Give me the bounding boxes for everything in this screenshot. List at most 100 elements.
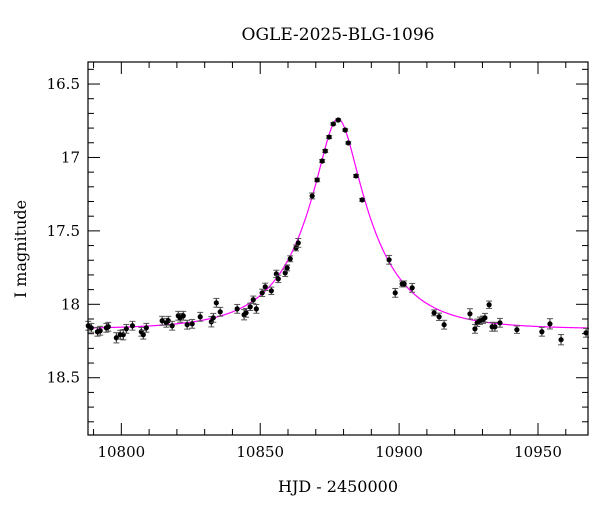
data-point [268, 286, 275, 295]
point-marker [431, 310, 437, 316]
data-point [330, 121, 337, 127]
point-marker [441, 322, 447, 328]
point-marker [282, 270, 288, 276]
data-point [197, 311, 204, 322]
data-point [210, 312, 217, 323]
point-marker [359, 197, 365, 203]
data-point [213, 297, 220, 308]
point-marker [547, 321, 553, 327]
data-point [250, 295, 257, 304]
point-marker [217, 309, 223, 315]
y-tick-label: 16.5 [47, 75, 80, 93]
data-point [431, 309, 438, 317]
data-point [491, 321, 498, 332]
point-marker [335, 117, 341, 123]
chart-title: OGLE-2025-BLG-1096 [242, 25, 435, 45]
data-point [538, 326, 545, 337]
data-point [120, 329, 127, 341]
data-point [262, 282, 269, 291]
data-point [129, 320, 136, 331]
point-marker [293, 245, 299, 251]
point-marker [353, 173, 359, 179]
point-marker [250, 297, 256, 303]
point-marker [105, 324, 111, 330]
point-marker [583, 330, 589, 336]
point-marker [123, 326, 129, 332]
data-point [322, 148, 329, 154]
data-point [259, 288, 266, 298]
point-marker [284, 265, 290, 271]
point-marker [143, 325, 149, 331]
data-point [471, 323, 478, 334]
axis-ticks: 10800 10850 10900 10950 16.5 17 17.5 18 18.5 [47, 62, 588, 461]
data-point [177, 312, 184, 323]
point-marker [436, 314, 442, 320]
point-marker [492, 324, 498, 330]
point-marker [309, 193, 315, 199]
data-point [234, 303, 241, 314]
data-point [401, 280, 408, 288]
point-marker [514, 327, 520, 333]
point-marker [319, 158, 325, 164]
data-point [253, 303, 260, 314]
point-marker [539, 329, 545, 335]
y-tick-label: 18 [61, 295, 80, 313]
data-point [342, 127, 349, 133]
point-marker [482, 315, 488, 321]
data-point [392, 287, 399, 298]
data-point [335, 117, 342, 123]
point-marker [97, 328, 103, 334]
data-point [143, 322, 150, 333]
point-marker [342, 127, 348, 133]
data-point [441, 319, 448, 330]
point-marker [345, 140, 351, 146]
data-point [293, 244, 300, 252]
point-marker [401, 281, 407, 287]
point-marker [295, 240, 301, 246]
point-marker [197, 314, 203, 320]
data-point [247, 302, 254, 311]
point-marker [259, 290, 265, 296]
point-marker [386, 257, 392, 263]
x-axis-label: HJD - 2450000 [278, 477, 398, 496]
data-point [217, 306, 224, 317]
x-tick-label: 10800 [97, 443, 145, 461]
data-point [409, 282, 416, 293]
x-tick-label: 10900 [375, 443, 423, 461]
data-point [466, 308, 473, 320]
point-marker [467, 311, 473, 317]
data-point [314, 177, 321, 183]
point-marker [486, 302, 492, 308]
data-point [140, 329, 147, 340]
y-tick-label: 17 [61, 148, 80, 166]
point-marker [326, 134, 332, 140]
point-marker [140, 332, 146, 338]
data-point [486, 300, 493, 309]
point-marker [275, 276, 281, 282]
model-curve [87, 118, 589, 329]
y-axis-label: I magnitude [11, 200, 30, 298]
point-marker [314, 177, 320, 183]
y-tick-label: 17.5 [47, 222, 80, 240]
data-point [189, 318, 196, 329]
data-point [284, 264, 291, 272]
data-point [105, 321, 112, 332]
data-point [386, 254, 393, 265]
point-marker [330, 121, 336, 127]
point-marker [88, 325, 94, 331]
data-point [309, 192, 316, 200]
point-marker [213, 300, 219, 306]
data-point [496, 317, 503, 328]
data-point [275, 274, 282, 284]
y-tick-label: 18.5 [47, 369, 80, 387]
point-marker [129, 323, 136, 329]
data-point [481, 312, 488, 323]
data-point [558, 334, 565, 346]
data-point [88, 322, 95, 333]
data-points [85, 117, 590, 346]
point-marker [184, 322, 190, 328]
data-point [359, 197, 366, 203]
data-point [345, 140, 352, 146]
data-point [184, 319, 191, 330]
